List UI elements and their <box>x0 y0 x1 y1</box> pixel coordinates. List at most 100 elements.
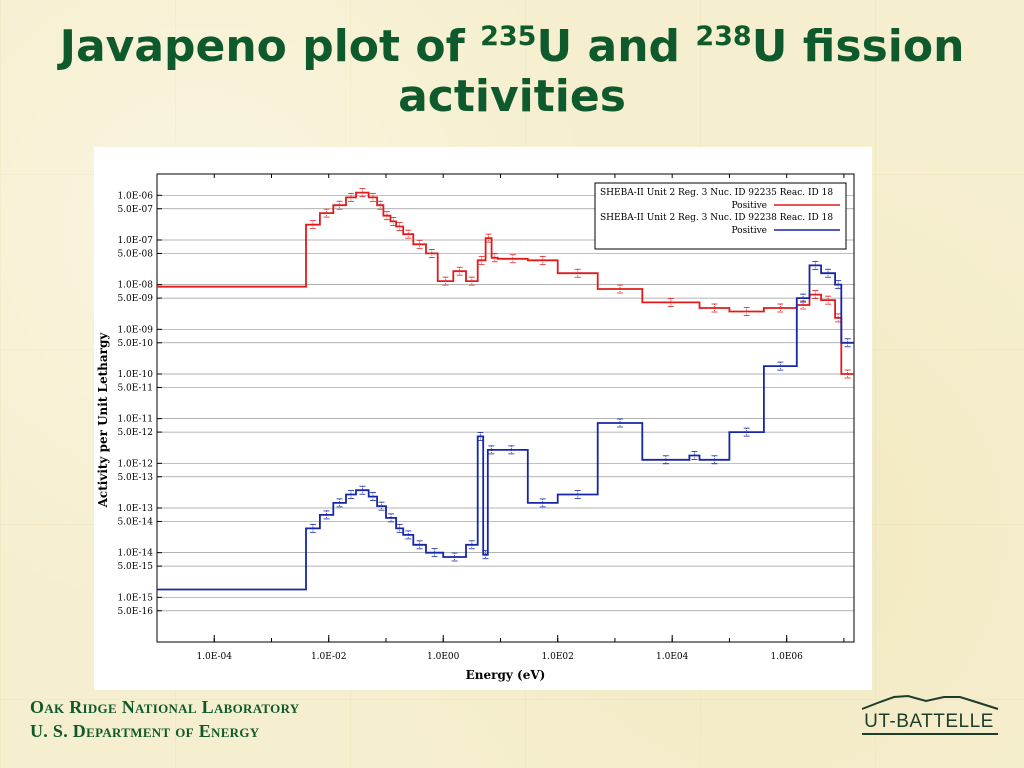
error-bar <box>369 492 376 501</box>
footer-line-ornl: Oak Ridge National Laboratory <box>30 697 300 717</box>
y-tick-label: 1.0E-13 <box>117 504 153 514</box>
error-bar <box>377 200 384 210</box>
title-part-1: Javapeno plot of <box>59 21 481 72</box>
error-bar <box>336 200 343 210</box>
error-bar <box>451 552 458 562</box>
y-tick-label: 5.0E-08 <box>117 249 153 259</box>
error-bar <box>667 298 674 307</box>
y-tick-label: 5.0E-07 <box>117 205 153 215</box>
x-tick-label: 1.0E00 <box>427 652 460 662</box>
y-tick-label: 1.0E-15 <box>117 593 153 603</box>
error-bar <box>691 451 698 460</box>
error-bar <box>323 208 330 218</box>
error-bar <box>482 550 489 560</box>
grid-layer <box>157 194 854 612</box>
error-bar <box>743 427 750 437</box>
error-bar <box>383 211 390 221</box>
error-bar <box>777 361 784 371</box>
legend: SHEBA-II Unit 2 Reg. 3 Nuc. ID 92235 Rea… <box>594 182 847 250</box>
y-tick-label: 5.0E-12 <box>117 428 153 438</box>
error-bar <box>711 455 718 465</box>
x-tick-layer: 1.0E-04 1.0E-02 1.0E00 1.0E02 1.0E04 1.0E06 <box>156 174 845 662</box>
error-bar <box>835 313 842 323</box>
y-tick-label: 1.0E-14 <box>117 549 153 559</box>
error-bar <box>396 222 403 231</box>
error-bar <box>336 498 343 508</box>
y-tick-label: 5.0E-13 <box>117 473 153 483</box>
y-tick-label: 1.0E-06 <box>117 191 153 201</box>
title-part-2: U and <box>536 21 696 72</box>
error-bar <box>416 540 423 550</box>
error-bar <box>369 192 376 202</box>
error-bar <box>348 490 355 499</box>
error-bar <box>835 280 842 290</box>
error-bar <box>574 490 581 499</box>
y-tick-label: 5.0E-15 <box>117 562 153 572</box>
error-bar <box>428 249 435 258</box>
y-tick-label: 5.0E-11 <box>117 383 153 393</box>
x-tick-label: 1.0E06 <box>771 652 804 662</box>
x-axis-title: Energy (eV) <box>466 668 546 682</box>
error-bar <box>825 295 832 305</box>
error-bar <box>616 418 623 428</box>
error-bar <box>743 307 750 316</box>
error-bar <box>468 276 475 286</box>
series-line-u235 <box>157 191 854 375</box>
x-tick-label: 1.0E-02 <box>311 652 347 662</box>
error-bar <box>662 455 669 465</box>
error-bar <box>468 540 475 550</box>
error-bar <box>359 188 366 198</box>
error-bar <box>508 445 515 455</box>
title-superscript-238: 238 <box>695 21 752 52</box>
y-tick-layer: 1.0E-06 5.0E-07 1.0E-07 5.0E-08 1.0E-08 5.0E-… <box>117 191 162 617</box>
logo-mountain-icon <box>861 694 999 735</box>
plot-frame <box>156 173 855 643</box>
error-bar <box>825 268 832 278</box>
error-bar <box>405 229 412 239</box>
error-bar <box>488 445 495 455</box>
y-tick-label: 5.0E-16 <box>117 607 153 617</box>
error-bar <box>477 432 484 441</box>
error-bar <box>456 266 463 276</box>
footer-organization: Oak Ridge National Laboratory U. S. Depa… <box>30 695 300 743</box>
y-tick-label: 1.0E-12 <box>117 459 153 469</box>
y-tick-label: 1.0E-10 <box>117 370 153 380</box>
slide-title: Javapeno plot of 235U and 238U fission a… <box>0 22 1024 122</box>
error-bar <box>416 239 423 249</box>
plot-panel: 1.0E-06 5.0E-07 1.0E-07 5.0E-08 1.0E-08 5.0E-… <box>94 147 872 690</box>
ut-battelle-logo: UT-BATTELLE <box>860 693 1002 737</box>
y-axis-title: Activity per Unit Lethargy <box>96 332 110 509</box>
error-bar <box>711 303 718 313</box>
error-bar <box>777 303 784 313</box>
x-tick-label: 1.0E02 <box>542 652 574 662</box>
y-tick-label: 5.0E-10 <box>117 339 153 349</box>
error-bar <box>388 513 395 523</box>
error-bar <box>431 548 438 558</box>
x-tick-label: 1.0E04 <box>656 652 689 662</box>
y-tick-label: 5.0E-09 <box>117 294 153 304</box>
title-superscript-235: 235 <box>480 21 537 52</box>
y-tick-label: 1.0E-08 <box>117 281 153 291</box>
legend-entry-u235-sub: Positive <box>731 201 767 211</box>
error-bar <box>309 220 316 230</box>
x-tick-label: 1.0E-04 <box>196 652 232 662</box>
y-tick-label: 5.0E-14 <box>117 517 153 527</box>
footer-line-doe: U. S. Department of Energy <box>30 721 260 741</box>
error-bar <box>359 485 366 495</box>
y-tick-label: 1.0E-07 <box>117 236 153 246</box>
error-bar <box>539 498 546 508</box>
series-layer <box>157 188 854 591</box>
legend-box <box>594 182 847 250</box>
error-bar <box>378 501 385 511</box>
error-bar <box>442 276 449 286</box>
error-bar <box>574 268 581 278</box>
error-bar <box>844 338 851 348</box>
legend-entry-u238: SHEBA-II Unit 2 Reg. 3 Nuc. ID 92238 Rea… <box>600 213 833 223</box>
y-tick-label: 1.0E-09 <box>117 325 153 335</box>
logo-text: UT-BATTELLE <box>864 711 994 732</box>
fission-activity-chart: 1.0E-06 5.0E-07 1.0E-07 5.0E-08 1.0E-08 5.0E-… <box>96 173 855 682</box>
y-tick-label: 1.0E-11 <box>117 415 153 425</box>
legend-entry-u238-sub: Positive <box>731 226 767 236</box>
series-line-u238 <box>157 264 854 591</box>
title-part-3: U fission activities <box>398 21 965 122</box>
